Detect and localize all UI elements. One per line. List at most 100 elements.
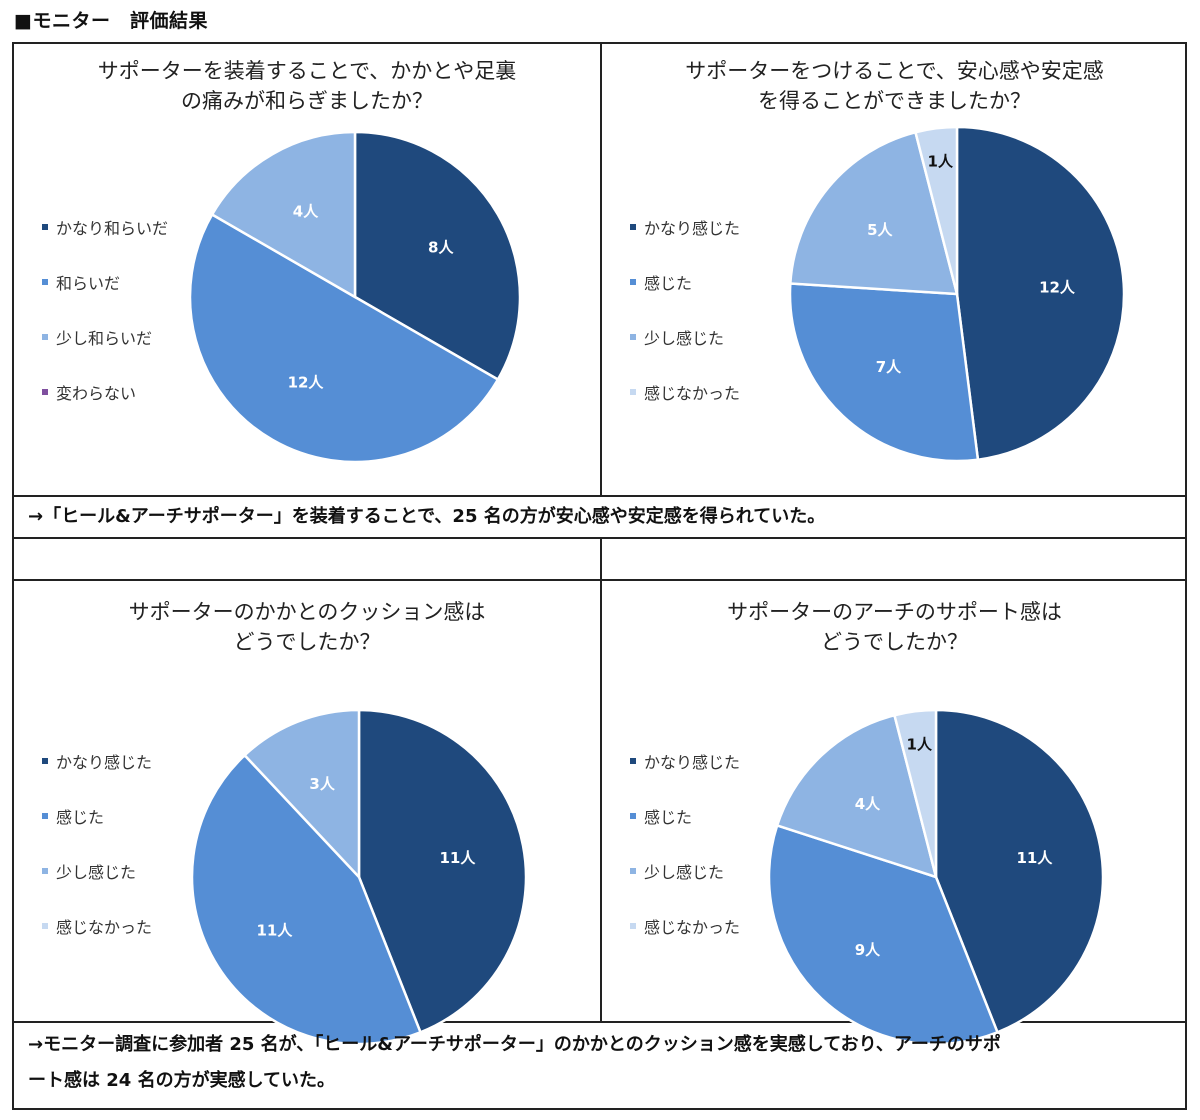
column-divider	[600, 537, 602, 1021]
chart-title: サポーターのかかとのクッション感は どうでしたか？	[14, 597, 600, 657]
legend-item: 感じた	[630, 788, 740, 843]
legend-item: 少し和らいだ	[42, 309, 168, 364]
chart-title: サポーターのアーチのサポート感は どうでしたか？	[602, 597, 1187, 657]
legend-swatch	[630, 812, 636, 819]
legend-item: 少し感じた	[630, 843, 740, 898]
legend-label: 少し感じた	[56, 862, 137, 882]
page-heading: ■モニター 評価結果	[14, 10, 208, 32]
summary-text-2: →モニター調査に参加者 25 名が、「ヒール&アーチサポーター」のかかとのクッシ…	[28, 1027, 1001, 1099]
pie-slice	[767, 823, 1000, 1046]
chart-panel-2: サポーターをつけることで、安心感や安定感 を得ることができましたか？ かなり感じ…	[602, 44, 1187, 495]
chart-title-line: を得ることができましたか？	[758, 89, 1031, 113]
legend-item: 感じなかった	[630, 364, 740, 419]
pie-slice	[892, 708, 938, 878]
legend-item: 変わらない	[42, 364, 168, 419]
legend-label: 感じなかった	[56, 917, 153, 937]
chart-title-line: どうでしたか？	[233, 630, 381, 654]
pie-slice	[955, 125, 1126, 462]
legend-label: 感じた	[56, 807, 105, 827]
pie-slice	[353, 130, 522, 382]
pie-slice	[357, 708, 528, 1034]
pie-slice	[913, 125, 959, 295]
pie-slice	[789, 130, 959, 296]
chart-panel-1: サポーターを装着することで、かかとや足裏 の痛みが和らぎましたか？ かなり和らい…	[14, 44, 600, 495]
pie-slice-label: 8人	[428, 239, 454, 257]
pie-slice-label: 4人	[855, 795, 881, 813]
legend-label: 少し感じた	[644, 328, 725, 348]
legend-swatch	[42, 223, 48, 230]
pie-slice-label: 9人	[855, 941, 881, 959]
pie-slice-label: 7人	[876, 358, 902, 376]
row-divider	[14, 579, 1185, 581]
pie-slice-label: 3人	[309, 775, 335, 793]
chart-title: サポーターを装着することで、かかとや足裏 の痛みが和らぎましたか？	[14, 56, 600, 116]
row-divider	[14, 537, 1185, 539]
chart-title: サポーターをつけることで、安心感や安定感 を得ることができましたか？	[602, 56, 1187, 116]
legend-swatch	[630, 333, 636, 340]
pie-slice	[934, 708, 1105, 1034]
legend-swatch	[630, 757, 636, 764]
pie-slice	[775, 713, 938, 879]
legend-item: 少し感じた	[630, 309, 740, 364]
chart-title-line: サポーターをつけることで、安心感や安定感	[685, 59, 1104, 83]
pie-slice-label: 1人	[928, 152, 954, 170]
legend-label: 少し和らいだ	[56, 328, 153, 348]
legend-item: かなり和らいだ	[42, 199, 168, 254]
legend-label: 感じなかった	[644, 917, 741, 937]
legend-item: かなり感じた	[42, 733, 152, 788]
legend-label: 少し感じた	[644, 862, 725, 882]
legend-swatch	[630, 867, 636, 874]
legend-item: 感じた	[42, 788, 152, 843]
pie-chart: 11人 9人 4人 1人	[767, 708, 1105, 1046]
legend-label: 感じなかった	[644, 383, 741, 403]
legend-swatch	[630, 922, 636, 929]
results-table: サポーターを装着することで、かかとや足裏 の痛みが和らぎましたか？ かなり和らい…	[12, 42, 1187, 1110]
legend-label: かなり和らいだ	[56, 218, 169, 238]
summary-line: ート感は 24 名の方が実感していた。	[28, 1070, 336, 1091]
legend-swatch	[42, 388, 48, 395]
summary-text-1: →「ヒール&アーチサポーター」を装着することで、25 名の方が安心感や安定感を得…	[28, 506, 826, 527]
legend-swatch	[630, 223, 636, 230]
legend-swatch	[42, 867, 48, 874]
pie-slice-label: 11人	[439, 849, 476, 867]
row-divider	[14, 1021, 1185, 1023]
legend-item: 感じなかった	[630, 898, 740, 953]
legend-swatch	[42, 333, 48, 340]
legend-item: 和らいだ	[42, 254, 168, 309]
pie-chart: 8人 12人 4人	[188, 130, 522, 464]
pie-slice-label: 12人	[1039, 279, 1076, 297]
chart-legend: かなり感じた 感じた 少し感じた 感じなかった	[630, 733, 740, 953]
legend-item: かなり感じた	[630, 199, 740, 254]
legend-label: 感じた	[644, 807, 693, 827]
summary-line: →モニター調査に参加者 25 名が、「ヒール&アーチサポーター」のかかとのクッシ…	[28, 1034, 1001, 1055]
pie-slice-label: 11人	[1016, 849, 1053, 867]
pie-slice-label: 4人	[293, 202, 319, 220]
column-divider	[600, 44, 602, 495]
legend-swatch	[630, 388, 636, 395]
chart-legend: かなり感じた 感じた 少し感じた 感じなかった	[42, 733, 152, 953]
chart-panel-3: サポーターのかかとのクッション感は どうでしたか？ かなり感じた 感じた 少し感…	[14, 581, 600, 1046]
legend-label: 和らいだ	[56, 273, 121, 293]
chart-title-line: どうでしたか？	[821, 630, 968, 654]
pie-chart: 11人 11人 3人	[190, 708, 528, 1046]
chart-title-line: の痛みが和らぎましたか？	[181, 89, 433, 113]
pie-slice	[788, 282, 980, 463]
pie-slice	[188, 212, 500, 464]
chart-title-line: サポーターのアーチのサポート感は	[727, 600, 1062, 624]
pie-chart: 12人 7人 5人 1人	[788, 125, 1126, 463]
pie-slice-label: 12人	[288, 374, 325, 392]
legend-label: かなり感じた	[644, 752, 741, 772]
legend-label: かなり感じた	[56, 752, 153, 772]
pie-slice-label: 11人	[256, 922, 293, 940]
legend-label: かなり感じた	[644, 218, 741, 238]
legend-item: 感じた	[630, 254, 740, 309]
chart-title-line: サポーターのかかとのクッション感は	[128, 600, 486, 624]
chart-legend: かなり感じた 感じた 少し感じた 感じなかった	[630, 199, 740, 419]
pie-slice-label: 5人	[867, 221, 893, 239]
chart-legend: かなり和らいだ 和らいだ 少し和らいだ 変わらない	[42, 199, 168, 419]
chart-title-line: サポーターを装着することで、かかとや足裏	[97, 59, 517, 83]
row-divider	[14, 495, 1185, 497]
legend-label: 感じた	[644, 273, 693, 293]
legend-swatch	[42, 757, 48, 764]
legend-item: かなり感じた	[630, 733, 740, 788]
